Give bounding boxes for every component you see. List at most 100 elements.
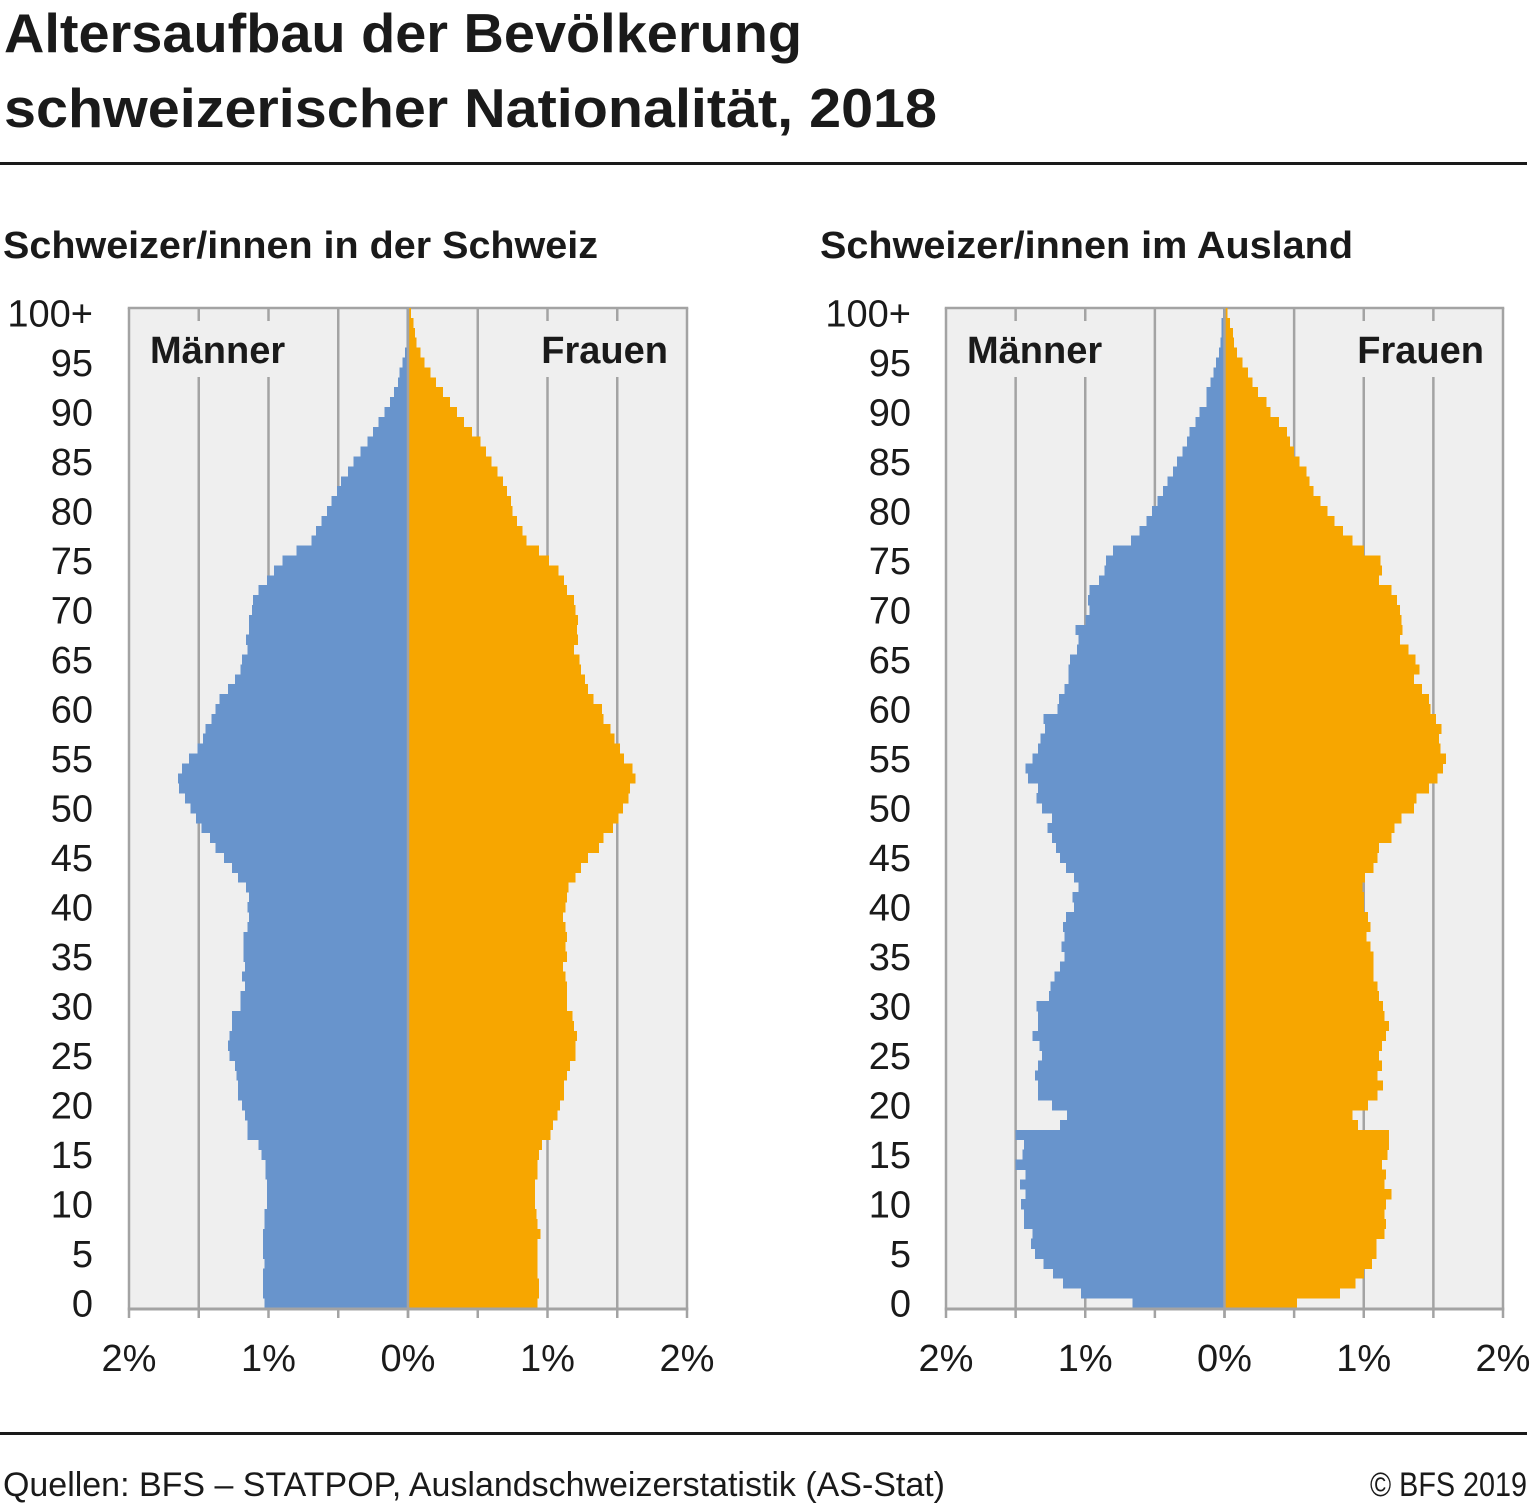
male-bar-age-53: [177, 773, 408, 784]
male-bar-age-87: [1186, 436, 1225, 448]
male-bar-age-48: [1047, 822, 1225, 834]
female-bar-age-30: [408, 1001, 568, 1012]
female-bar-age-88: [408, 426, 473, 438]
male-bar-age-23: [236, 1070, 408, 1081]
x-tick-label: 2%: [102, 1338, 157, 1380]
female-bar-age-74: [1224, 565, 1382, 576]
x-tick-label: 1%: [241, 1338, 296, 1380]
female-bar-age-87: [408, 436, 481, 448]
female-bar-age-50: [408, 803, 623, 814]
y-tick-label: 20: [869, 1086, 911, 1128]
female-bar-age-42: [408, 882, 569, 893]
male-bar-age-10: [1021, 1199, 1225, 1210]
female-bar-age-70: [1224, 605, 1400, 616]
male-bar-age-81: [1157, 496, 1225, 507]
y-tick-label: 5: [72, 1234, 93, 1276]
female-bar-age-29: [1224, 1010, 1385, 1022]
female-bar-age-64: [1224, 664, 1420, 675]
female-bar-age-15: [1224, 1149, 1388, 1160]
male-bar-age-39: [1065, 911, 1225, 923]
male-bar-age-50: [190, 803, 408, 814]
y-tick-label: 5: [890, 1234, 911, 1276]
female-bar-age-18: [408, 1119, 554, 1131]
male-bar-age-78: [1139, 525, 1225, 537]
y-tick-label: 55: [51, 739, 93, 781]
female-bar-age-37: [1224, 931, 1367, 943]
y-tick-label: 15: [51, 1135, 93, 1177]
female-bar-age-65: [1224, 654, 1416, 665]
male-bar-age-32: [1050, 981, 1225, 992]
female-bar-age-13: [1224, 1169, 1387, 1180]
female-bar-age-33: [408, 971, 566, 982]
male-bar-age-70: [251, 605, 408, 616]
female-bar-age-7: [1224, 1228, 1385, 1240]
female-bar-age-37: [408, 931, 568, 943]
female-bar-age-85: [408, 456, 492, 467]
male-bar-age-65: [1069, 654, 1225, 665]
female-bar-age-59: [1224, 713, 1437, 725]
male-bar-age-62: [228, 684, 408, 695]
male-bar-age-84: [348, 466, 408, 477]
male-bar-age-3: [262, 1268, 408, 1279]
male-bar-age-49: [1051, 812, 1225, 824]
y-tick-label: 80: [869, 491, 911, 533]
female-bar-age-14: [1224, 1159, 1382, 1170]
male-bar-age-73: [1099, 575, 1225, 586]
male-bar-age-39: [248, 911, 408, 923]
male-bar-age-29: [1037, 1010, 1225, 1022]
y-tick-label: 30: [51, 987, 93, 1029]
male-bar-age-71: [1088, 595, 1225, 606]
y-tick-label: 35: [51, 937, 93, 979]
y-tick-label: 90: [51, 392, 93, 434]
male-bar-age-64: [240, 664, 408, 675]
male-bar-age-45: [223, 852, 408, 863]
y-tick-label: 60: [869, 689, 911, 731]
female-bar-age-17: [408, 1129, 551, 1141]
male-bar-age-70: [1089, 605, 1225, 616]
male-bar-age-41: [1072, 892, 1225, 903]
female-bar-age-35: [408, 951, 568, 962]
y-tick-label: 70: [51, 590, 93, 632]
female-bar-age-4: [1224, 1258, 1373, 1269]
series-label-background: [140, 321, 299, 377]
male-bar-age-32: [244, 981, 408, 992]
y-tick-label: 85: [51, 442, 93, 484]
male-bar-age-57: [202, 733, 408, 745]
male-bar-age-23: [1035, 1070, 1225, 1081]
female-bar-age-80: [408, 506, 513, 517]
male-bar-age-53: [1028, 773, 1225, 784]
female-bar-age-88: [1224, 426, 1288, 438]
male-bar-age-54: [182, 763, 408, 774]
female-bar-age-93: [1224, 377, 1253, 388]
male-bar-age-59: [1043, 713, 1225, 725]
male-bar-age-54: [1025, 763, 1225, 774]
male-bar-age-24: [235, 1060, 408, 1071]
y-tick-label: 90: [869, 392, 911, 434]
female-bar-age-8: [408, 1218, 538, 1230]
copyright-note: © BFS 2019: [1370, 1466, 1527, 1504]
female-bar-age-25: [408, 1050, 576, 1061]
female-bar-age-91: [1224, 397, 1267, 408]
male-bar-age-69: [1085, 614, 1225, 626]
male-bar-age-47: [209, 832, 408, 844]
male-bar-age-83: [341, 476, 408, 487]
male-bar-age-12: [267, 1179, 408, 1190]
female-bar-age-13: [408, 1169, 538, 1180]
female-bar-age-23: [1224, 1070, 1378, 1081]
male-bar-age-33: [1054, 971, 1225, 982]
female-bar-age-14: [408, 1159, 538, 1170]
male-bar-age-25: [1042, 1050, 1225, 1061]
y-tick-label: 70: [869, 590, 911, 632]
male-bar-age-51: [1036, 793, 1225, 804]
female-bar-age-35: [1224, 951, 1374, 962]
male-bar-age-33: [241, 971, 408, 982]
female-bar-age-0: [408, 1298, 538, 1309]
female-bar-age-44: [1224, 862, 1374, 873]
female-bar-age-69: [408, 614, 579, 626]
female-bar-age-16: [408, 1139, 542, 1150]
title-line-1: Altersaufbau der Bevölkerung: [4, 2, 802, 64]
male-bar-age-40: [247, 902, 408, 913]
female-bar-age-24: [408, 1060, 570, 1071]
female-bar-age-18: [1224, 1119, 1359, 1131]
